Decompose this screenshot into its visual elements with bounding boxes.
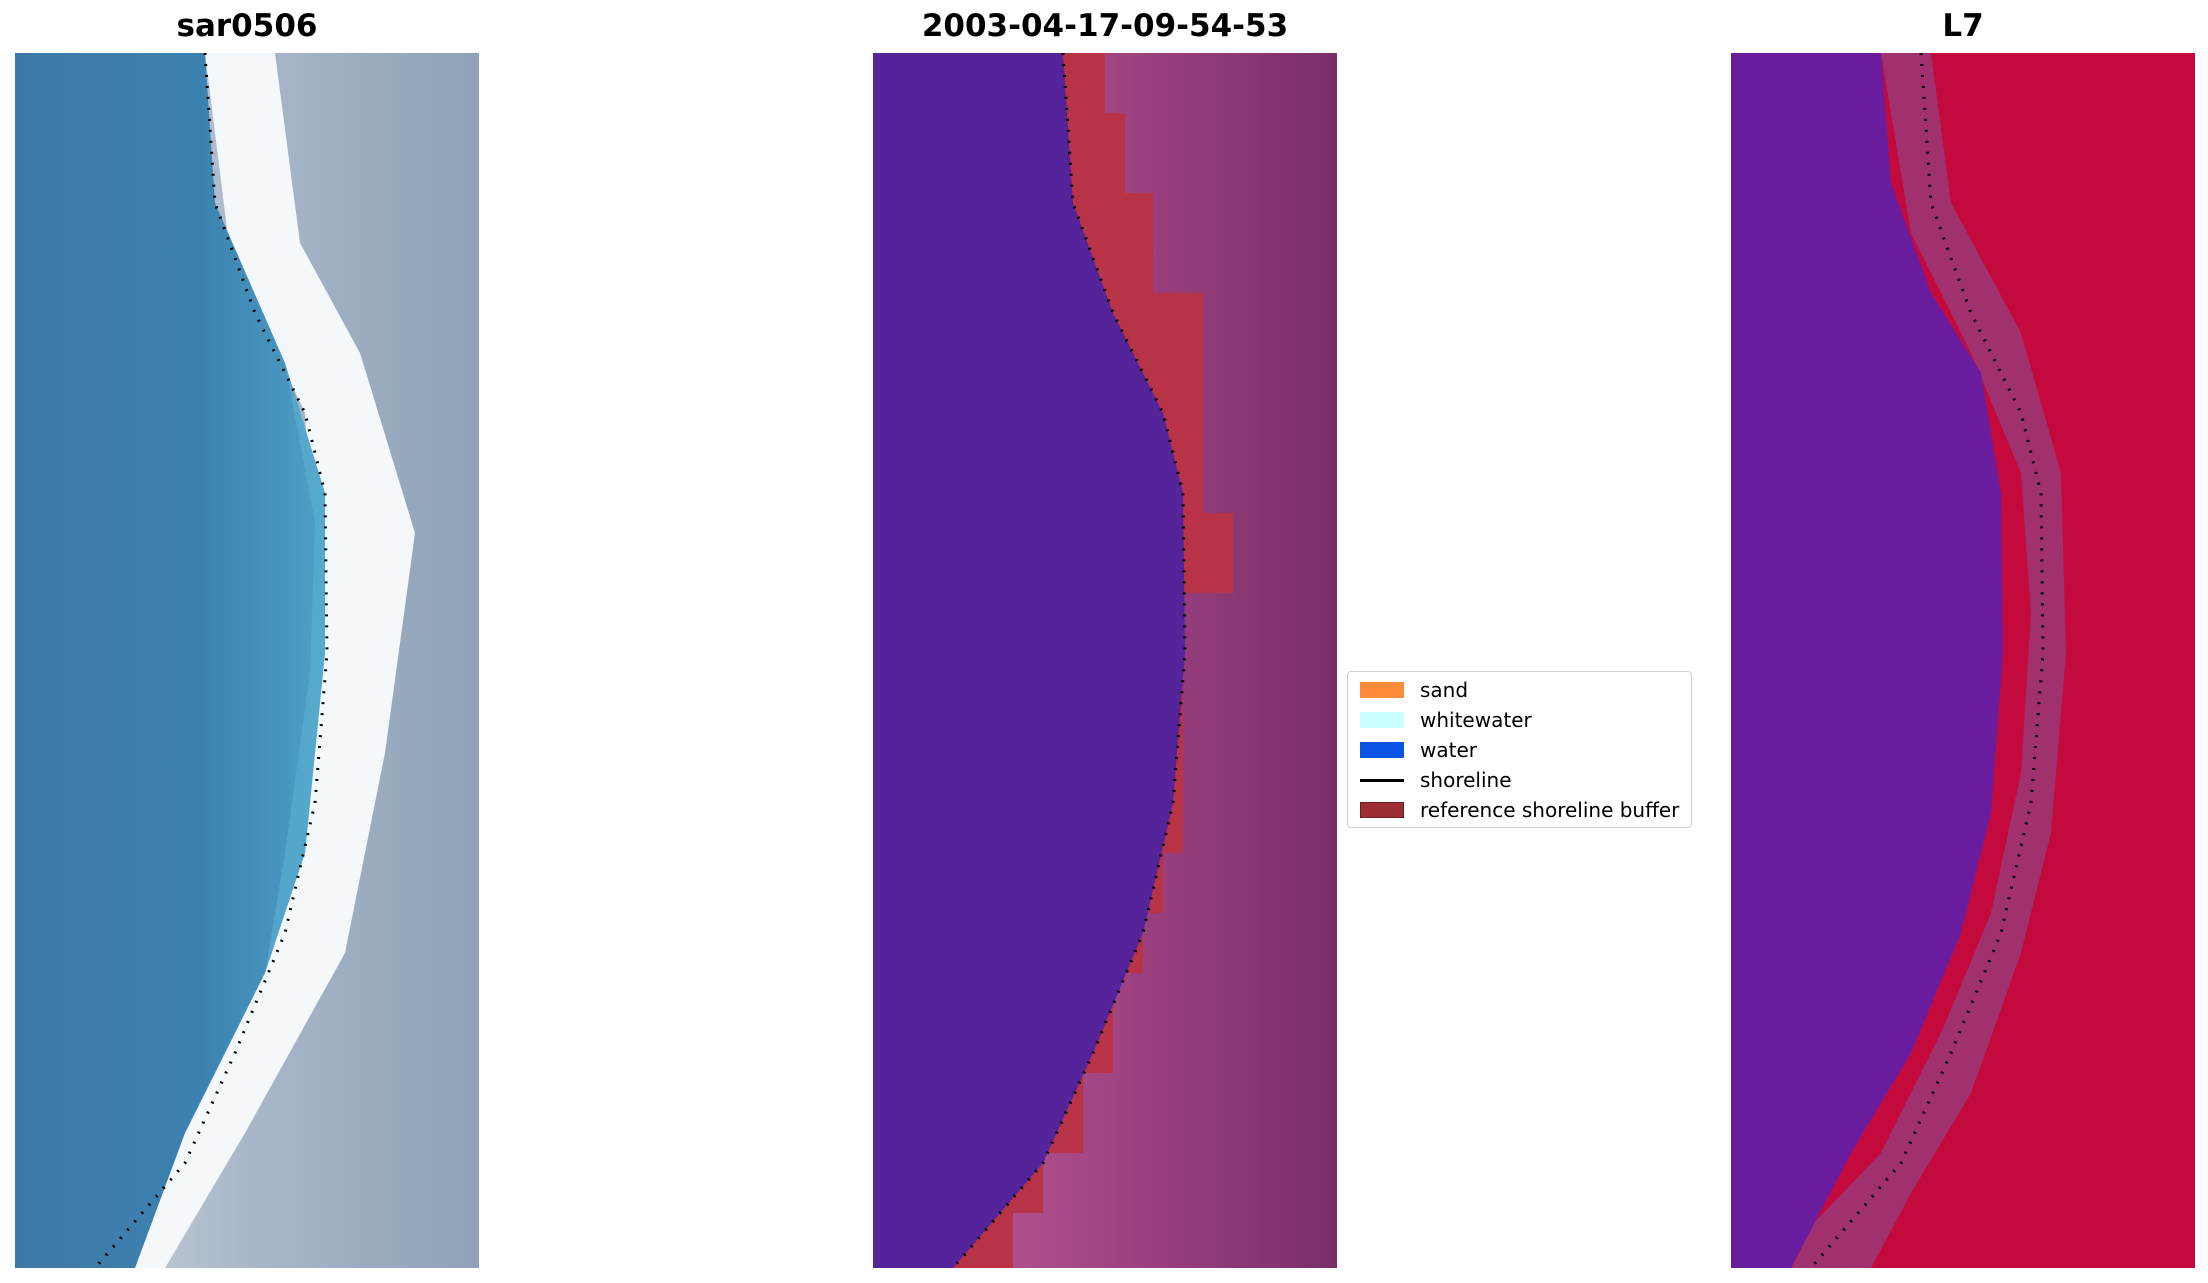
whitewater-swatch	[1360, 712, 1404, 728]
shoreline-line	[1360, 778, 1404, 782]
sand-swatch	[1360, 682, 1404, 698]
index-image	[1731, 53, 2195, 1268]
rgb-water-edge	[265, 363, 325, 973]
legend-label: whitewater	[1420, 708, 1532, 732]
legend-item-shoreline: shoreline	[1354, 765, 1512, 795]
legend-label: sand	[1420, 678, 1469, 702]
legend-item-whitewater: whitewater	[1354, 705, 1532, 735]
rgb-image	[15, 53, 479, 1268]
index-panel-title: L7	[1942, 8, 1984, 44]
rgb-panel-title: sar0506	[176, 8, 318, 44]
legend-item-sand: sand	[1354, 675, 1468, 705]
legend: sand whitewater water shoreline referenc…	[1347, 671, 1692, 828]
legend-item-buffer: reference shoreline buffer	[1354, 795, 1679, 825]
legend-item-water: water	[1354, 735, 1477, 765]
index-water	[1731, 53, 2003, 1268]
buffer-swatch	[1360, 802, 1404, 818]
classified-panel-title: 2003-04-17-09-54-53	[921, 8, 1289, 44]
rgb-whitewater	[75, 53, 415, 1268]
legend-label: shoreline	[1420, 768, 1512, 792]
water-swatch	[1360, 742, 1404, 758]
legend-label: reference shoreline buffer	[1420, 798, 1680, 822]
index-transition	[1771, 53, 2066, 1268]
classified-water	[873, 53, 1185, 1268]
rgb-water	[15, 53, 325, 1268]
classified-image	[873, 53, 1337, 1268]
legend-label: water	[1420, 738, 1477, 762]
